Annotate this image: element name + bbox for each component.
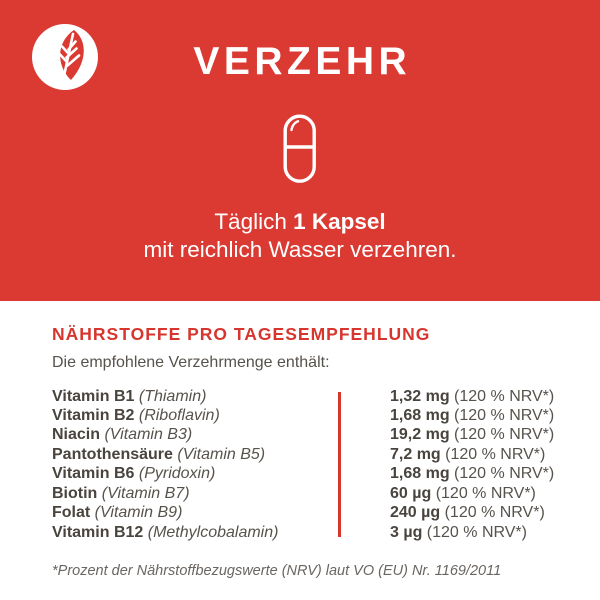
leaf-icon — [32, 24, 98, 90]
nutrient-name: Vitamin B1 — [52, 387, 135, 405]
nutrient-row: Pantothensäure (Vitamin B5) — [52, 445, 338, 464]
nutrient-form: (Vitamin B9) — [94, 504, 183, 522]
nutrient-name: Niacin — [52, 426, 101, 444]
nutrient-amount: 1,32 mg — [390, 387, 450, 405]
nutrient-names-column: Vitamin B1 (Thiamin) Vitamin B2 (Ribofla… — [52, 387, 338, 543]
nutrient-amount: 7,2 mg — [390, 445, 441, 463]
nutrient-amount: 1,68 mg — [390, 465, 450, 483]
nutrient-value-row: 240 µg (120 % NRV*) — [390, 503, 554, 522]
nutrient-form: (Vitamin B7) — [101, 484, 190, 502]
capsule-icon — [283, 114, 316, 183]
dosage-line-1: Täglich 1 Kapsel — [0, 208, 600, 236]
nutrient-row: Niacin (Vitamin B3) — [52, 425, 338, 444]
nutrient-row: Vitamin B6 (Pyridoxin) — [52, 464, 338, 483]
nutrient-amount: 1,68 mg — [390, 406, 450, 424]
nutrient-form: (Methylcobalamin) — [147, 523, 279, 541]
nutrient-form: (Thiamin) — [138, 387, 207, 405]
nutrient-form: (Pyridoxin) — [138, 465, 216, 483]
nutrient-value-row: 19,2 mg (120 % NRV*) — [390, 425, 554, 444]
nutrient-values-column: 1,32 mg (120 % NRV*) 1,68 mg (120 % NRV*… — [341, 387, 554, 543]
nutrient-nrv: (120 % NRV*) — [454, 465, 555, 483]
nutrients-intro: Die empfohlene Verzehrmenge enthält: — [52, 353, 330, 371]
dosage-line-2: mit reichlich Wasser verzehren. — [143, 237, 457, 262]
nutrient-value-row: 60 µg (120 % NRV*) — [390, 484, 554, 503]
nutrients-heading: NÄHRSTOFFE PRO TAGESEMPFEHLUNG — [52, 324, 431, 344]
nutrient-form: (Vitamin B5) — [177, 445, 266, 463]
nutrient-amount: 240 µg — [390, 504, 441, 522]
nutrient-value-row: 3 µg (120 % NRV*) — [390, 523, 554, 542]
nutrient-name: Pantothensäure — [52, 445, 173, 463]
nutrient-nrv: (120 % NRV*) — [444, 504, 545, 522]
nutrient-nrv: (120 % NRV*) — [454, 387, 555, 405]
nutrient-row: Vitamin B2 (Riboflavin) — [52, 406, 338, 425]
nutrient-amount: 60 µg — [390, 484, 432, 502]
nrv-footnote: *Prozent der Nährstoffbezugswerte (NRV) … — [52, 563, 502, 580]
nutrient-row: Biotin (Vitamin B7) — [52, 484, 338, 503]
dosage-frequency: Täglich — [214, 209, 294, 234]
nutrient-value-row: 1,68 mg (120 % NRV*) — [390, 406, 554, 425]
nutrient-name: Folat — [52, 504, 91, 522]
nutrient-value-row: 1,32 mg (120 % NRV*) — [390, 387, 554, 406]
nutrient-form: (Riboflavin) — [138, 406, 220, 424]
nutrient-amount: 19,2 mg — [390, 426, 450, 444]
nutrient-name: Vitamin B12 — [52, 523, 144, 541]
nutrient-nrv: (120 % NRV*) — [426, 523, 527, 541]
dosage-quantity: 1 Kapsel — [293, 209, 386, 234]
nutrient-name: Vitamin B2 — [52, 406, 135, 424]
nutrient-nrv: (120 % NRV*) — [454, 406, 555, 424]
section-title: VERZEHR — [193, 40, 412, 83]
table-divider — [338, 391, 341, 538]
nutrient-nrv: (120 % NRV*) — [454, 426, 555, 444]
nutrient-row: Vitamin B12 (Methylcobalamin) — [52, 523, 338, 542]
nutrient-row: Vitamin B1 (Thiamin) — [52, 387, 338, 406]
nutrient-nrv: (120 % NRV*) — [435, 484, 536, 502]
nutrient-row: Folat (Vitamin B9) — [52, 503, 338, 522]
nutrient-value-row: 7,2 mg (120 % NRV*) — [390, 445, 554, 464]
nutrient-nrv: (120 % NRV*) — [445, 445, 546, 463]
nutrient-name: Vitamin B6 — [52, 465, 135, 483]
nutrient-form: (Vitamin B3) — [104, 426, 193, 444]
hero-section: VERZEHR Täglich 1 Kapsel mit reichlich W… — [0, 0, 600, 301]
nutrients-section: NÄHRSTOFFE PRO TAGESEMPFEHLUNG Die empfo… — [0, 301, 600, 580]
nutrient-value-row: 1,68 mg (120 % NRV*) — [390, 464, 554, 483]
nutrient-name: Biotin — [52, 484, 98, 502]
nutrients-table: Vitamin B1 (Thiamin) Vitamin B2 (Ribofla… — [52, 387, 560, 543]
nutrient-amount: 3 µg — [390, 523, 423, 541]
